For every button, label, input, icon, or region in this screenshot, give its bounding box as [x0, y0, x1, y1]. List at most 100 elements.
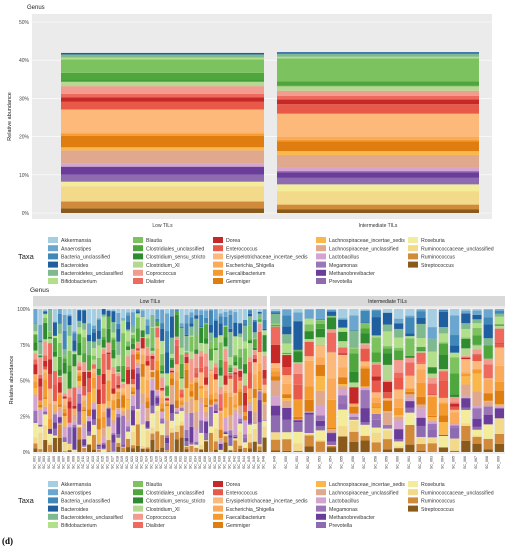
- chart2-low-bar-segment: [218, 429, 223, 439]
- chart2-low-bar-segment: [52, 335, 57, 339]
- chart2-low-bar-segment: [238, 431, 243, 446]
- chart2-low-bar-segment: [62, 416, 67, 427]
- chart2-low-bar-segment: [233, 440, 238, 452]
- chart2-low-bar-segment: [67, 397, 72, 402]
- chart2-intermediate-bar-segment: [450, 406, 460, 410]
- chart2-low-bar-segment: [228, 328, 233, 333]
- chart2-low-bar-segment: [189, 383, 194, 392]
- chart2-low-bar-segment: [62, 398, 67, 406]
- chart2-low-bar-segment: [252, 358, 257, 363]
- chart2-low-bar-segment: [135, 373, 140, 390]
- chart2-low-bar-segment: [204, 385, 209, 391]
- chart2-low-bar-segment: [145, 361, 150, 366]
- chart1-bar-segment: [61, 59, 264, 73]
- chart2-low-bar-segment: [228, 437, 233, 446]
- chart2-low-bar-segment: [160, 435, 165, 448]
- chart2-low-bar-segment: [140, 394, 145, 405]
- chart2-low-bar-segment: [82, 439, 87, 446]
- chart2-ytick: 25%: [20, 414, 31, 420]
- chart2-low-bar-segment: [116, 372, 121, 377]
- chart2-intermediate-bar-segment: [405, 333, 415, 337]
- chart2-intermediate-bar-segment: [271, 324, 281, 326]
- chart2-legend-label: Dorea: [226, 482, 240, 488]
- chart2-low-bar-segment: [135, 424, 140, 446]
- chart2-low-bar-segment: [194, 377, 199, 379]
- chart2-low-bar-segment: [199, 387, 204, 389]
- chart2-intermediate-bar-segment: [338, 436, 348, 452]
- chart2-low-bar-segment: [130, 384, 135, 388]
- chart2-low-bar-segment: [165, 313, 170, 332]
- chart2-intermediate-bar-segment: [483, 378, 493, 380]
- chart2-low-bar-segment: [145, 401, 150, 409]
- chart2-low-bar-segment: [72, 366, 77, 388]
- chart2-low-bar-segment: [82, 409, 87, 412]
- chart2-intermediate-bar-segment: [416, 382, 426, 397]
- chart2-low-bar-segment: [213, 320, 218, 338]
- chart2-low-xtick: SC_045: [247, 456, 251, 469]
- chart1-legend-label: Clostridiales_unclassified: [146, 246, 204, 252]
- chart2-low-bar-segment: [243, 420, 248, 435]
- chart2-low-bar-segment: [150, 371, 155, 378]
- chart2-intermediate-bar-segment: [271, 314, 281, 324]
- chart2-low-bar-segment: [233, 372, 238, 375]
- chart2-low-bar-segment: [135, 445, 140, 452]
- chart2-low-bar-segment: [204, 377, 209, 385]
- chart2-low-bar-segment: [223, 432, 228, 435]
- chart2-low-bar-segment: [72, 350, 77, 353]
- chart2-intermediate-bar-segment: [427, 395, 437, 397]
- chart2-intermediate-bar-segment: [360, 408, 370, 423]
- chart1-bar-segment: [277, 167, 479, 171]
- chart2-low-bar-segment: [213, 428, 218, 442]
- chart2-low-bar-segment: [233, 336, 238, 355]
- chart2-low-bar-segment: [155, 322, 160, 327]
- chart2-intermediate-bar-segment: [438, 447, 449, 452]
- chart2-low-bar-segment: [223, 348, 228, 362]
- chart2-low-bar-segment: [213, 309, 218, 320]
- chart1-legend-swatch: [48, 245, 58, 252]
- chart2-low-bar-segment: [243, 392, 248, 406]
- chart2-facet-label: Low TILs: [140, 299, 161, 305]
- chart2-low-bar-segment: [165, 450, 170, 452]
- chart2-low-bar-segment: [257, 371, 262, 389]
- chart2-intermediate-bar-segment: [371, 392, 381, 398]
- chart2-intermediate-bar-segment: [338, 388, 348, 396]
- chart2-intermediate-bar-segment: [472, 435, 482, 438]
- chart2-low-bar-segment: [179, 389, 184, 394]
- chart1-legend-label: Dorea: [226, 238, 240, 244]
- chart2-low-bar-segment: [238, 388, 243, 392]
- chart2-low-bar-segment: [262, 355, 267, 371]
- chart1-ytick: 40%: [19, 58, 30, 64]
- chart2-low-bar-segment: [140, 448, 145, 452]
- chart2-low-bar-segment: [140, 330, 145, 338]
- chart2-intermediate-xtick: SC_052: [306, 456, 310, 469]
- chart2-low-bar-segment: [116, 446, 121, 452]
- chart2-low-bar-segment: [199, 356, 204, 368]
- chart2-legend-label: Akkermansia: [61, 482, 91, 488]
- chart2-low-bar-segment: [135, 411, 140, 425]
- chart2-low-bar-segment: [252, 332, 257, 339]
- chart2-low-bar-segment: [111, 442, 116, 452]
- chart2-low-bar-segment: [38, 340, 43, 342]
- chart2-low-xtick: SC_048: [262, 456, 266, 469]
- chart2-intermediate-bar-segment: [349, 330, 359, 348]
- chart2-legend-swatch: [408, 481, 418, 487]
- chart2-intermediate-bar-segment: [427, 383, 437, 394]
- chart2-low-bar-segment: [101, 444, 106, 448]
- chart2-low-bar-segment: [33, 382, 38, 389]
- chart2-low-bar-segment: [33, 388, 38, 395]
- chart2-intermediate-bar-segment: [472, 391, 482, 407]
- chart2-intermediate-bar-segment: [405, 375, 415, 389]
- chart2-intermediate-bar-segment: [315, 320, 325, 324]
- chart2-low-bar-segment: [218, 438, 223, 439]
- chart2-low-bar-segment: [169, 309, 174, 317]
- chart2-legend-swatch: [316, 481, 326, 487]
- chart2-low-bar-segment: [72, 427, 77, 450]
- chart2-low-bar-segment: [262, 426, 267, 438]
- chart2-intermediate-bar-segment: [271, 367, 281, 372]
- chart2-low-bar-segment: [199, 388, 204, 398]
- chart1-bar-segment: [61, 97, 264, 102]
- chart2-low-bar-segment: [130, 432, 135, 446]
- chart2-low-bar-segment: [194, 349, 199, 354]
- chart2-low-bar-segment: [62, 358, 67, 363]
- chart2-intermediate-bar-segment: [382, 312, 393, 313]
